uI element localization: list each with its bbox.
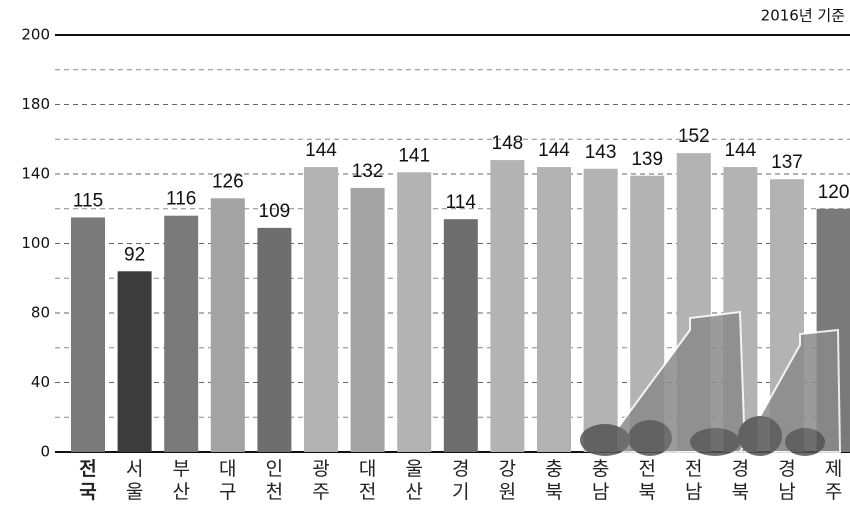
value-label: 143 bbox=[585, 142, 617, 163]
y-tick-label: 40 bbox=[31, 373, 50, 391]
bars bbox=[71, 153, 850, 453]
bar bbox=[490, 160, 525, 452]
bar bbox=[257, 227, 292, 452]
value-label: 120 bbox=[818, 182, 850, 203]
bar bbox=[71, 217, 105, 452]
x-tick-label: 경기 bbox=[452, 458, 470, 503]
apartment-illustration bbox=[580, 310, 842, 456]
value-label: 141 bbox=[398, 145, 430, 166]
bar bbox=[304, 167, 338, 453]
y-tick-label: 80 bbox=[31, 304, 50, 322]
x-tick-label: 제주 bbox=[824, 458, 843, 503]
x-tick-label: 충북 bbox=[545, 458, 563, 503]
y-tick-label: 100 bbox=[21, 234, 50, 252]
bar bbox=[117, 271, 152, 452]
x-tick-label: 서울 bbox=[125, 458, 144, 503]
x-tick-label: 대구 bbox=[219, 458, 237, 503]
value-label: 109 bbox=[259, 201, 291, 222]
bar bbox=[350, 187, 385, 452]
value-label: 144 bbox=[538, 140, 570, 161]
value-label: 114 bbox=[446, 192, 477, 213]
value-label: 148 bbox=[492, 133, 524, 154]
bar bbox=[537, 167, 571, 453]
value-label: 92 bbox=[124, 244, 145, 265]
value-label: 115 bbox=[73, 190, 103, 211]
value-label: 116 bbox=[166, 189, 196, 210]
y-tick-label: 200 bbox=[21, 26, 50, 44]
x-tick-label: 전남 bbox=[685, 458, 703, 503]
value-label: 144 bbox=[305, 140, 337, 161]
x-tick-label: 충남 bbox=[591, 458, 610, 503]
x-tick-label: 강원 bbox=[498, 458, 517, 503]
x-tick-label: 대전 bbox=[358, 458, 377, 503]
value-label: 132 bbox=[352, 161, 384, 182]
bar bbox=[397, 172, 432, 452]
bar bbox=[583, 168, 618, 452]
value-label: 152 bbox=[678, 126, 710, 147]
bar bbox=[210, 198, 245, 452]
bar bbox=[164, 215, 199, 452]
value-label: 139 bbox=[631, 149, 663, 170]
y-tick-label: 180 bbox=[21, 95, 50, 113]
y-tick-label: 0 bbox=[40, 443, 50, 461]
chart-subtitle: 2016년 기준 bbox=[761, 7, 846, 25]
y-tick-label: 140 bbox=[21, 165, 50, 183]
value-label: 144 bbox=[725, 140, 757, 161]
value-label: 126 bbox=[212, 171, 244, 192]
x-tick-label: 전북 bbox=[638, 458, 656, 503]
x-tick-label: 광주 bbox=[312, 458, 330, 503]
x-tick-label: 경북 bbox=[731, 458, 750, 503]
x-tick-label: 울산 bbox=[405, 458, 423, 503]
x-tick-label: 부산 bbox=[172, 458, 190, 503]
bar bbox=[443, 219, 478, 452]
x-tick-label: 인천 bbox=[265, 458, 284, 503]
x-tick-label: 경남 bbox=[778, 458, 796, 503]
x-tick-label: 전국 bbox=[79, 458, 97, 503]
value-label: 137 bbox=[771, 152, 803, 173]
